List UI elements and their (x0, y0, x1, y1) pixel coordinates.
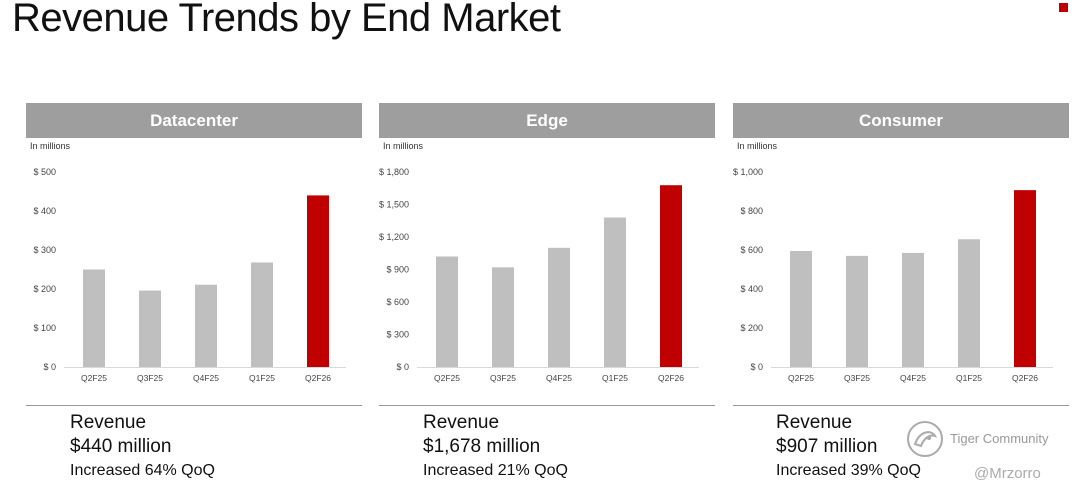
edge-bar-q3f25 (492, 267, 514, 367)
edge-ytick-label: $ 1,500 (379, 200, 409, 210)
datacenter-summary: Revenue $440 million Increased 64% QoQ (70, 411, 215, 483)
edge-ytick-label: $ 1,200 (379, 232, 409, 242)
datacenter-revenue-change: Increased 64% QoQ (70, 462, 215, 479)
datacenter-chart: In millions $ 0 $ 100 $ 200 $ 300 $ 400 $ 500 Q… (30, 141, 346, 383)
edge-category-label: Q1F25 (602, 373, 628, 383)
datacenter-ytick-label: $ 200 (33, 284, 56, 294)
consumer-category-label: Q2F26 (1012, 373, 1038, 383)
consumer-chart: In millions $ 0 $ 200 $ 400 $ 600 $ 800 $ 1,00… (733, 141, 1053, 383)
edge-category-label: Q3F25 (490, 373, 516, 383)
edge-revenue-amount: $1,678 million (423, 436, 541, 457)
consumer-ytick-label: $ 1,000 (733, 167, 763, 177)
edge-ytick-label: $ 900 (386, 265, 409, 275)
datacenter-revenue-amount: $440 million (70, 436, 172, 457)
consumer-unit-note: In millions (737, 141, 778, 151)
datacenter-divider (26, 405, 362, 406)
consumer-revenue-label: Revenue (776, 412, 853, 433)
datacenter-category-label: Q3F25 (137, 373, 163, 383)
consumer-bar-q3f25 (846, 255, 868, 367)
consumer-revenue-amount: $907 million (776, 436, 878, 457)
edge-ytick-label: $ 300 (386, 330, 409, 340)
edge-revenue-label: Revenue (423, 412, 500, 433)
datacenter-bar-q1f25 (251, 262, 273, 367)
consumer-ytick-label: $ 600 (740, 245, 763, 255)
consumer-bar-q2f25 (790, 250, 812, 367)
edge-unit-note: In millions (383, 141, 424, 151)
consumer-ytick-label: $ 800 (740, 206, 763, 216)
consumer-bar-q4f25 (902, 252, 924, 367)
edge-panel: Edge (379, 103, 715, 138)
datacenter-category-label: Q2F25 (81, 373, 107, 383)
edge-summary: Revenue $1,678 million Increased 21% QoQ (423, 411, 568, 483)
consumer-ytick-label: $ 200 (740, 323, 763, 333)
datacenter-header: Datacenter (26, 103, 362, 138)
datacenter-bar-q3f25 (139, 290, 161, 367)
tiger-logo-icon (907, 421, 943, 457)
edge-category-label: Q4F25 (546, 373, 572, 383)
consumer-category-label: Q1F25 (956, 373, 982, 383)
datacenter-unit-note: In millions (30, 141, 71, 151)
edge-bar-q2f26 (660, 185, 682, 367)
datacenter-bar-q2f25 (83, 269, 105, 367)
edge-chart: In millions $ 0 $ 300 $ 600 $ 900 $ 1,200 $ 1,… (379, 141, 699, 383)
datacenter-ytick-label: $ 500 (33, 167, 56, 177)
watermark-brand: Tiger Community (950, 431, 1049, 446)
edge-ytick-label: $ 0 (396, 362, 409, 372)
edge-bar-q4f25 (548, 247, 570, 367)
consumer-bar-q1f25 (958, 239, 980, 367)
datacenter-bar-q4f25 (195, 284, 217, 367)
datacenter-category-label: Q2F26 (305, 373, 331, 383)
edge-ytick-label: $ 1,800 (379, 167, 409, 177)
consumer-category-label: Q4F25 (900, 373, 926, 383)
consumer-panel: Consumer (733, 103, 1069, 138)
consumer-ytick-label: $ 400 (740, 284, 763, 294)
datacenter-category-label: Q4F25 (193, 373, 219, 383)
consumer-summary: Revenue $907 million Increased 39% QoQ (776, 411, 921, 483)
edge-category-label: Q2F26 (658, 373, 684, 383)
edge-ytick-label: $ 600 (386, 297, 409, 307)
datacenter-panel: Datacenter (26, 103, 362, 138)
consumer-ytick-label: $ 0 (750, 362, 763, 372)
consumer-category-label: Q3F25 (844, 373, 870, 383)
datacenter-category-label: Q1F25 (249, 373, 275, 383)
edge-category-label: Q2F25 (434, 373, 460, 383)
edge-revenue-change: Increased 21% QoQ (423, 462, 568, 479)
datacenter-ytick-label: $ 100 (33, 323, 56, 333)
tiger-community-watermark: Tiger Community @Mrzorro (906, 420, 1066, 490)
consumer-category-label: Q2F25 (788, 373, 814, 383)
edge-bar-q1f25 (604, 217, 626, 367)
edge-bar-q2f25 (436, 256, 458, 367)
edge-header: Edge (379, 103, 715, 138)
consumer-bar-q2f26 (1014, 190, 1036, 367)
corner-square-mark (1059, 3, 1068, 12)
watermark-handle: @Mrzorro (974, 465, 1041, 482)
datacenter-ytick-label: $ 400 (33, 206, 56, 216)
consumer-revenue-change: Increased 39% QoQ (776, 462, 921, 479)
page-title: Revenue Trends by End Market (12, 0, 561, 40)
edge-divider (379, 405, 715, 406)
consumer-divider (733, 405, 1069, 406)
datacenter-revenue-label: Revenue (70, 412, 147, 433)
datacenter-ytick-label: $ 300 (33, 245, 56, 255)
consumer-header: Consumer (733, 103, 1069, 138)
datacenter-bar-q2f26 (307, 195, 329, 367)
datacenter-ytick-label: $ 0 (43, 362, 56, 372)
